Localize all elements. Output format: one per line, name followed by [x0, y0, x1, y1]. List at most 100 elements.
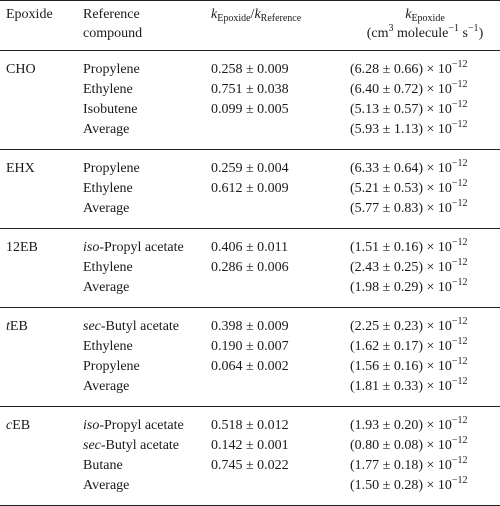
ratio-cell: 0.064 ± 0.002 [211, 359, 289, 374]
epoxide-cell [0, 337, 77, 357]
header-units-sup3: −1 [467, 23, 479, 34]
rate-value: (1.81 ± 0.33) × 10 [350, 379, 452, 394]
reference-cell: iso-Propyl acetate [77, 407, 205, 437]
table-row: CHO Propylene 0.258 ± 0.009 (6.28 ± 0.66) ×… [0, 51, 500, 81]
rate-value: (2.43 ± 0.25) × 10 [350, 260, 452, 275]
epoxide-cell [0, 199, 77, 229]
epoxide-group: CHO Propylene 0.258 ± 0.009 (6.28 ± 0.66) ×… [0, 51, 500, 150]
ratio-cell: 0.406 ± 0.011 [211, 240, 289, 255]
epoxide-prefix: t [6, 319, 10, 334]
table-row: cEB iso-Propyl acetate 0.518 ± 0.012 (1.93 … [0, 407, 500, 437]
ratio-cell: 0.286 ± 0.006 [211, 260, 289, 275]
epoxide-cell [0, 278, 77, 308]
rate-exponent: −12 [451, 178, 468, 189]
reference-cell: Butane [77, 456, 205, 476]
reference-cell: Ethylene [77, 179, 205, 199]
rate-exponent: −12 [451, 336, 468, 347]
rate-value: (5.21 ± 0.53) × 10 [350, 181, 452, 196]
epoxide-cell: 12EB [0, 229, 77, 259]
reference-name: -Butyl acetate [100, 319, 180, 334]
epoxide-cell [0, 80, 77, 100]
reference-name: Isobutene [83, 102, 138, 117]
ratio-cell [205, 476, 344, 506]
reference-cell: Ethylene [77, 258, 205, 278]
ratio-cell: 0.190 ± 0.007 [211, 339, 289, 354]
table-row: 12EB iso-Propyl acetate 0.406 ± 0.011 (1.51… [0, 229, 500, 259]
rate-exponent: −12 [451, 158, 468, 169]
epoxide-group: cEB iso-Propyl acetate 0.518 ± 0.012 (1.93 … [0, 407, 500, 506]
ratio-cell: 0.398 ± 0.009 [211, 319, 289, 334]
rate-value: (5.93 ± 1.13) × 10 [350, 122, 452, 137]
reference-prefix: sec [83, 319, 101, 334]
epoxide-cell [0, 436, 77, 456]
epoxide-cell [0, 377, 77, 407]
epoxide-cell [0, 476, 77, 506]
reference-cell: iso-Propyl acetate [77, 229, 205, 259]
epoxide-name: EHX [6, 161, 35, 176]
rate-value: (1.51 ± 0.16) × 10 [350, 240, 452, 255]
ratio-cell: 0.099 ± 0.005 [211, 102, 289, 117]
ratio-cell: 0.751 ± 0.038 [211, 82, 289, 97]
epoxide-cell [0, 100, 77, 120]
ratio-cell [205, 278, 344, 308]
reference-cell: Propylene [77, 357, 205, 377]
header-units-d: ) [478, 26, 484, 41]
rate-exponent: −12 [451, 435, 468, 446]
reference-name: Average [83, 122, 130, 137]
header-units-a: (cm [366, 26, 389, 41]
rate-constant-cell: (6.40 ± 0.72) × 10−12 [344, 80, 500, 100]
reference-name: -Propyl acetate [99, 240, 184, 255]
epoxide-cell [0, 456, 77, 476]
ratio-cell: 0.518 ± 0.012 [211, 418, 289, 433]
table-row: Average (1.50 ± 0.28) × 10−12 [0, 476, 500, 506]
reference-cell: Isobutene [77, 100, 205, 120]
header-ratio-slash: / [250, 7, 255, 22]
header-units-c: s [458, 26, 468, 41]
table-row: Butane 0.745 ± 0.022 (1.77 ± 0.18) × 10−12 [0, 456, 500, 476]
epoxide-cell [0, 258, 77, 278]
header-epoxide: Epoxide [0, 1, 77, 51]
reference-prefix: iso [83, 418, 100, 433]
rate-value: (5.13 ± 0.57) × 10 [350, 102, 452, 117]
ratio-cell: 0.259 ± 0.004 [211, 161, 289, 176]
header-reference-line2: compound [83, 26, 143, 41]
rate-constant-cell: (1.98 ± 0.29) × 10−12 [344, 278, 500, 308]
table-row: Average (5.93 ± 1.13) × 10−12 [0, 120, 500, 150]
reference-name: Average [83, 478, 130, 493]
header-reference-line1: Reference [83, 7, 140, 22]
ratio-cell: 0.612 ± 0.009 [211, 181, 289, 196]
reference-cell: Propylene [77, 150, 205, 180]
reference-cell: Average [77, 199, 205, 229]
epoxide-cell: CHO [0, 51, 77, 81]
header-rate-sub: Epoxide [411, 13, 445, 24]
reference-name: -Butyl acetate [100, 438, 180, 453]
table-row: Propylene 0.064 ± 0.002 (1.56 ± 0.16) × 10… [0, 357, 500, 377]
reference-name: Ethylene [83, 82, 133, 97]
rate-constant-cell: (5.77 ± 0.83) × 10−12 [344, 199, 500, 229]
rate-constant-cell: (1.62 ± 0.17) × 10−12 [344, 337, 500, 357]
rate-value: (1.77 ± 0.18) × 10 [350, 458, 452, 473]
table-row: Ethylene 0.751 ± 0.038 (6.40 ± 0.72) × 10−… [0, 80, 500, 100]
header-ratio-k2: k [254, 7, 261, 22]
rate-exponent: −12 [451, 237, 468, 248]
table-row: Isobutene 0.099 ± 0.005 (5.13 ± 0.57) × 10… [0, 100, 500, 120]
reference-prefix: iso [83, 240, 100, 255]
reference-cell: Average [77, 476, 205, 506]
epoxide-cell [0, 179, 77, 199]
table-row: Ethylene 0.190 ± 0.007 (1.62 ± 0.17) × 10−… [0, 337, 500, 357]
rate-value: (1.56 ± 0.16) × 10 [350, 359, 452, 374]
reference-cell: Ethylene [77, 80, 205, 100]
rate-value: (2.25 ± 0.23) × 10 [350, 319, 452, 334]
reference-cell: Average [77, 278, 205, 308]
rate-constant-cell: (1.77 ± 0.18) × 10−12 [344, 456, 500, 476]
reference-name: Average [83, 379, 130, 394]
table-row: EHX Propylene 0.259 ± 0.004 (6.33 ± 0.64) ×… [0, 150, 500, 180]
header-rate-k: k [405, 7, 412, 22]
reference-cell: Average [77, 120, 205, 150]
epoxide-name: CHO [6, 62, 36, 77]
rate-constant-cell: (1.81 ± 0.33) × 10−12 [344, 377, 500, 407]
epoxide-name: EB [9, 319, 28, 334]
table-row: Average (5.77 ± 0.83) × 10−12 [0, 199, 500, 229]
